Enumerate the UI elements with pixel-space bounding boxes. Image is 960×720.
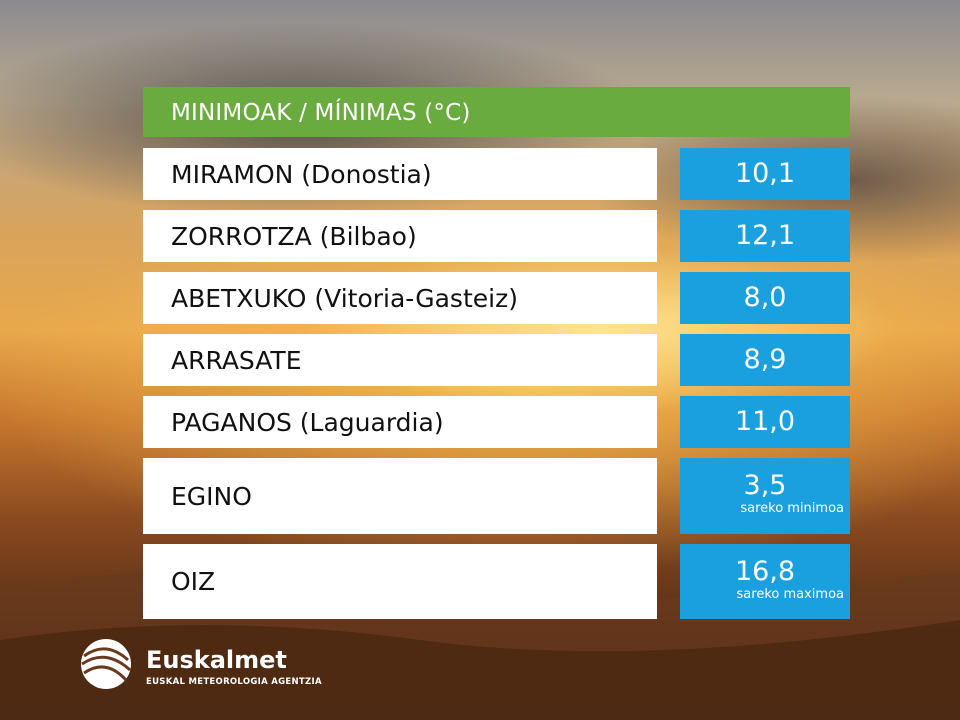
table-title: MINIMOAK / MÍNIMAS (°C) (143, 87, 850, 137)
value: 8,9 (743, 344, 787, 375)
value-cell: 16,8 sareko maximoa (680, 544, 850, 619)
value-note: sareko maximoa (736, 587, 844, 602)
station-name: PAGANOS (Laguardia) (171, 407, 444, 437)
logo-subtitle: EUSKAL METEOROLOGIA AGENTZIA (146, 677, 322, 687)
station-name: ARRASATE (171, 345, 302, 375)
value-cell: 10,1 (680, 148, 850, 200)
value: 3,5 (743, 470, 787, 501)
station-name: ABETXUKO (Vitoria-Gasteiz) (171, 283, 518, 313)
station-name: OIZ (171, 567, 216, 596)
value: 8,0 (743, 282, 787, 313)
value: 16,8 (734, 556, 796, 587)
station-cell: ARRASATE (143, 334, 657, 386)
station-cell: MIRAMON (Donostia) (143, 148, 657, 200)
station-cell: ABETXUKO (Vitoria-Gasteiz) (143, 272, 657, 324)
value-cell: 8,9 (680, 334, 850, 386)
station-name: MIRAMON (Donostia) (171, 159, 432, 189)
value-note: sareko minimoa (740, 501, 844, 516)
station-cell: PAGANOS (Laguardia) (143, 396, 657, 448)
value-cell: 11,0 (680, 396, 850, 448)
value: 10,1 (734, 158, 796, 189)
station-name: EGINO (171, 481, 252, 511)
station-cell: ZORROTZA (Bilbao) (143, 210, 657, 262)
value-cell: 12,1 (680, 210, 850, 262)
station-cell: EGINO (143, 458, 657, 534)
logo-name: Euskalmet (146, 646, 287, 674)
value-cell: 3,5 sareko minimoa (680, 458, 850, 534)
value-cell: 8,0 (680, 272, 850, 324)
value: 11,0 (734, 406, 796, 437)
station-name: ZORROTZA (Bilbao) (171, 221, 417, 251)
value: 12,1 (734, 220, 796, 251)
station-cell: OIZ (143, 544, 657, 619)
